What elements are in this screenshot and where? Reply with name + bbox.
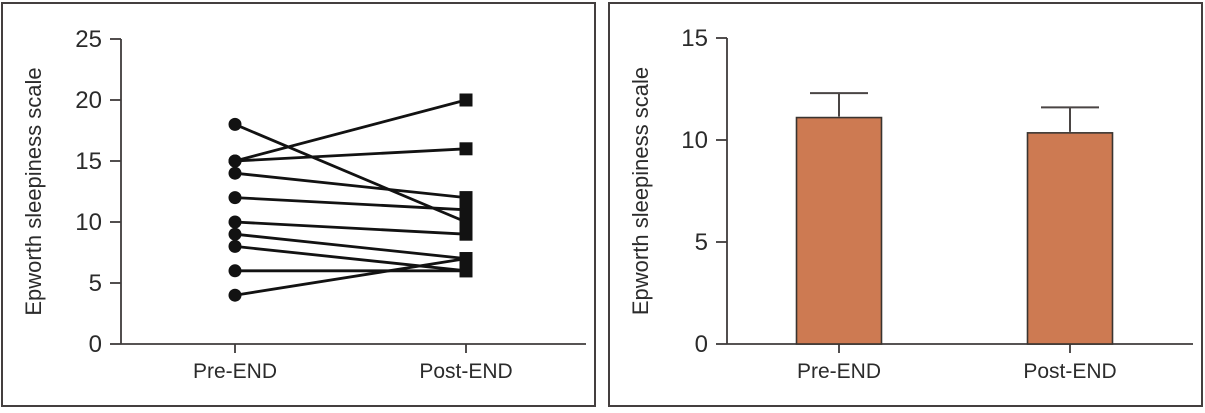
mean-bar: [1026, 132, 1114, 345]
post-end-marker-square: [459, 142, 473, 156]
pre-end-marker-circle: [228, 227, 242, 241]
x-category-label: Post-END: [1023, 360, 1116, 383]
y-axis-label: Epworth sleepiness scale: [628, 67, 653, 315]
paired-line-chart-panel: 0 5 10 15 20 25 Pre-END Post-END Epworth sleepin…: [1, 2, 596, 407]
post-end-marker-square: [459, 264, 473, 278]
mean-bar: [795, 116, 883, 345]
pre-end-marker-circle: [228, 191, 242, 205]
post-end-marker-square: [459, 215, 473, 229]
y-tick-label: 0: [695, 331, 708, 358]
y-tick-label: 15: [681, 25, 708, 52]
bar-chart-panel: 0 5 10 15 Pre-END Post-END Epworth sleepiness …: [608, 2, 1203, 407]
y-tick-label: 25: [75, 26, 102, 53]
post-end-marker-square: [459, 191, 473, 205]
post-end-marker-square: [459, 227, 473, 241]
y-tick-label: 0: [89, 331, 102, 358]
y-tick-label: 5: [89, 270, 102, 297]
pair-line: [234, 220, 467, 236]
pre-end-marker-circle: [228, 264, 242, 278]
x-category-label: Pre-END: [193, 360, 277, 383]
pair-line: [234, 98, 467, 163]
y-tick-label: 20: [75, 87, 102, 114]
y-tick-label: 10: [75, 209, 102, 236]
pair-line: [234, 232, 467, 260]
pair-line: [234, 196, 467, 212]
y-tick-label: 10: [681, 127, 708, 154]
y-tick-label: 5: [695, 229, 708, 256]
pair-line: [234, 257, 467, 297]
pre-end-marker-circle: [228, 117, 242, 131]
post-end-marker-square: [459, 93, 473, 107]
post-end-marker-square: [459, 203, 473, 217]
y-axis-label: Epworth sleepiness scale: [21, 67, 46, 315]
bar-chart: 0 5 10 15 Pre-END Post-END Epworth sleepiness …: [628, 25, 1193, 383]
pre-end-marker-circle: [228, 239, 242, 253]
x-category-label: Pre-END: [797, 360, 881, 383]
pre-end-marker-circle: [228, 288, 242, 302]
pre-end-marker-circle: [228, 154, 242, 168]
paired-line-chart: 0 5 10 15 20 25 Pre-END Post-END Epworth sleepin…: [21, 26, 586, 383]
post-end-marker-square: [459, 252, 473, 266]
pair-line: [234, 245, 467, 273]
x-category-label: Post-END: [419, 360, 512, 383]
pair-line: [234, 171, 467, 199]
pre-end-marker-circle: [228, 166, 242, 180]
pre-end-marker-circle: [228, 215, 242, 229]
pair-line: [234, 147, 467, 163]
pair-line: [234, 123, 467, 224]
y-tick-label: 15: [75, 148, 102, 175]
